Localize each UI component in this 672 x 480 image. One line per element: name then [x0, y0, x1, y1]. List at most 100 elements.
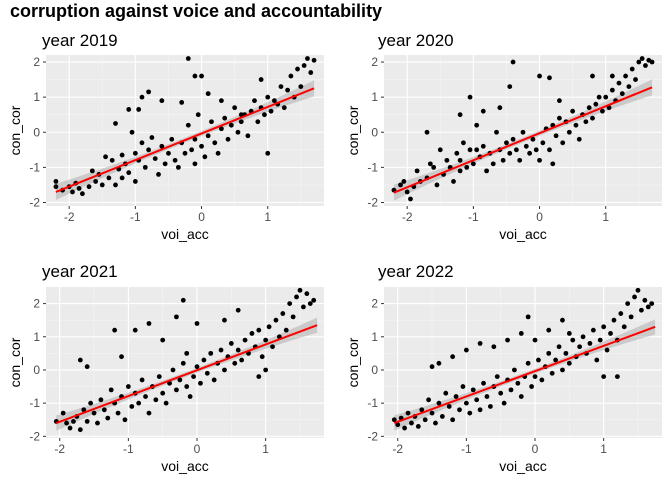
data-point: [536, 357, 541, 363]
data-point: [153, 397, 159, 403]
data-point: [305, 56, 310, 61]
data-point: [278, 84, 284, 90]
y-tick-label: -1: [29, 396, 40, 410]
data-point: [271, 98, 277, 104]
data-point: [84, 364, 90, 370]
main-title: corruption against voice and accountabil…: [10, 1, 383, 21]
data-point: [553, 133, 559, 139]
data-point: [98, 397, 104, 403]
data-point: [201, 357, 207, 363]
data-point: [142, 164, 148, 170]
data-point: [451, 179, 456, 184]
data-point: [500, 157, 506, 163]
data-point: [477, 341, 483, 346]
data-point: [590, 73, 595, 79]
data-point: [467, 147, 473, 153]
data-point: [258, 77, 264, 82]
data-point: [583, 119, 589, 125]
data-point: [290, 314, 296, 320]
data-point: [450, 417, 456, 423]
data-point: [156, 374, 162, 380]
data-point: [218, 347, 224, 353]
data-point: [172, 157, 178, 163]
y-tick-label: 0: [33, 125, 40, 139]
data-point: [129, 129, 135, 135]
data-point: [533, 147, 539, 153]
data-point: [86, 184, 92, 190]
data-point: [88, 400, 94, 406]
data-point: [606, 105, 612, 111]
data-point: [649, 59, 655, 65]
data-point: [434, 182, 440, 188]
data-point: [510, 59, 516, 65]
data-point: [525, 360, 531, 366]
data-point: [614, 374, 620, 380]
data-point: [537, 73, 542, 79]
data-point: [238, 119, 244, 125]
data-point: [232, 105, 238, 111]
data-point: [238, 112, 244, 118]
data-point: [560, 317, 565, 323]
data-point: [93, 179, 99, 184]
data-point: [192, 161, 198, 167]
data-point: [192, 136, 198, 142]
regression-line: [393, 325, 656, 425]
data-point: [198, 380, 203, 386]
data-point: [576, 136, 582, 142]
data-point: [162, 161, 168, 167]
data-point: [77, 427, 83, 433]
data-point: [422, 417, 428, 423]
data-point: [566, 360, 572, 366]
data-point: [505, 337, 510, 343]
data-point: [285, 87, 290, 93]
data-point: [129, 404, 135, 409]
data-point: [457, 168, 463, 174]
data-point: [398, 182, 403, 188]
y-tick-label: 2: [33, 297, 40, 311]
data-point: [99, 182, 105, 188]
data-point: [439, 414, 445, 419]
data-point: [597, 337, 603, 343]
y-axis-title: con_cor: [345, 105, 361, 155]
data-point: [444, 157, 450, 163]
data-point: [211, 377, 217, 383]
data-point: [470, 161, 476, 167]
data-point: [280, 311, 286, 316]
data-point: [113, 121, 118, 126]
panel-1: year 2019 -2 -1 0 1 -2 -1 0 1 2 voi_acc con_cor: [7, 31, 324, 242]
data-point: [119, 175, 125, 181]
data-point: [184, 384, 190, 389]
data-point: [619, 91, 625, 97]
data-point: [474, 397, 480, 403]
data-point: [593, 101, 599, 107]
panel-3: year 2021 -2 -1 0 1 -2 -1 0 1 2 voi_acc con_cor: [7, 262, 324, 474]
data-point: [629, 66, 635, 72]
data-point: [490, 161, 496, 167]
data-point: [202, 154, 208, 160]
data-point: [566, 129, 572, 135]
data-point: [429, 364, 435, 370]
data-point: [480, 143, 486, 149]
y-tick-label: -2: [29, 195, 40, 209]
data-point: [195, 112, 201, 118]
data-point: [494, 129, 499, 135]
data-point: [152, 156, 158, 161]
data-point: [639, 307, 644, 313]
x-tick-label: -1: [468, 210, 479, 224]
data-point: [228, 122, 234, 128]
data-point: [424, 129, 430, 135]
data-point: [125, 384, 131, 389]
data-point: [283, 327, 289, 333]
data-point: [590, 115, 595, 121]
data-point: [635, 287, 641, 293]
data-point: [235, 307, 241, 313]
data-point: [566, 331, 572, 336]
data-point: [174, 387, 179, 393]
data-point: [530, 136, 536, 142]
data-point: [136, 107, 142, 112]
y-axis-title: con_cor: [7, 105, 23, 155]
data-point: [268, 108, 274, 114]
data-point: [255, 119, 261, 125]
data-point: [225, 136, 231, 142]
